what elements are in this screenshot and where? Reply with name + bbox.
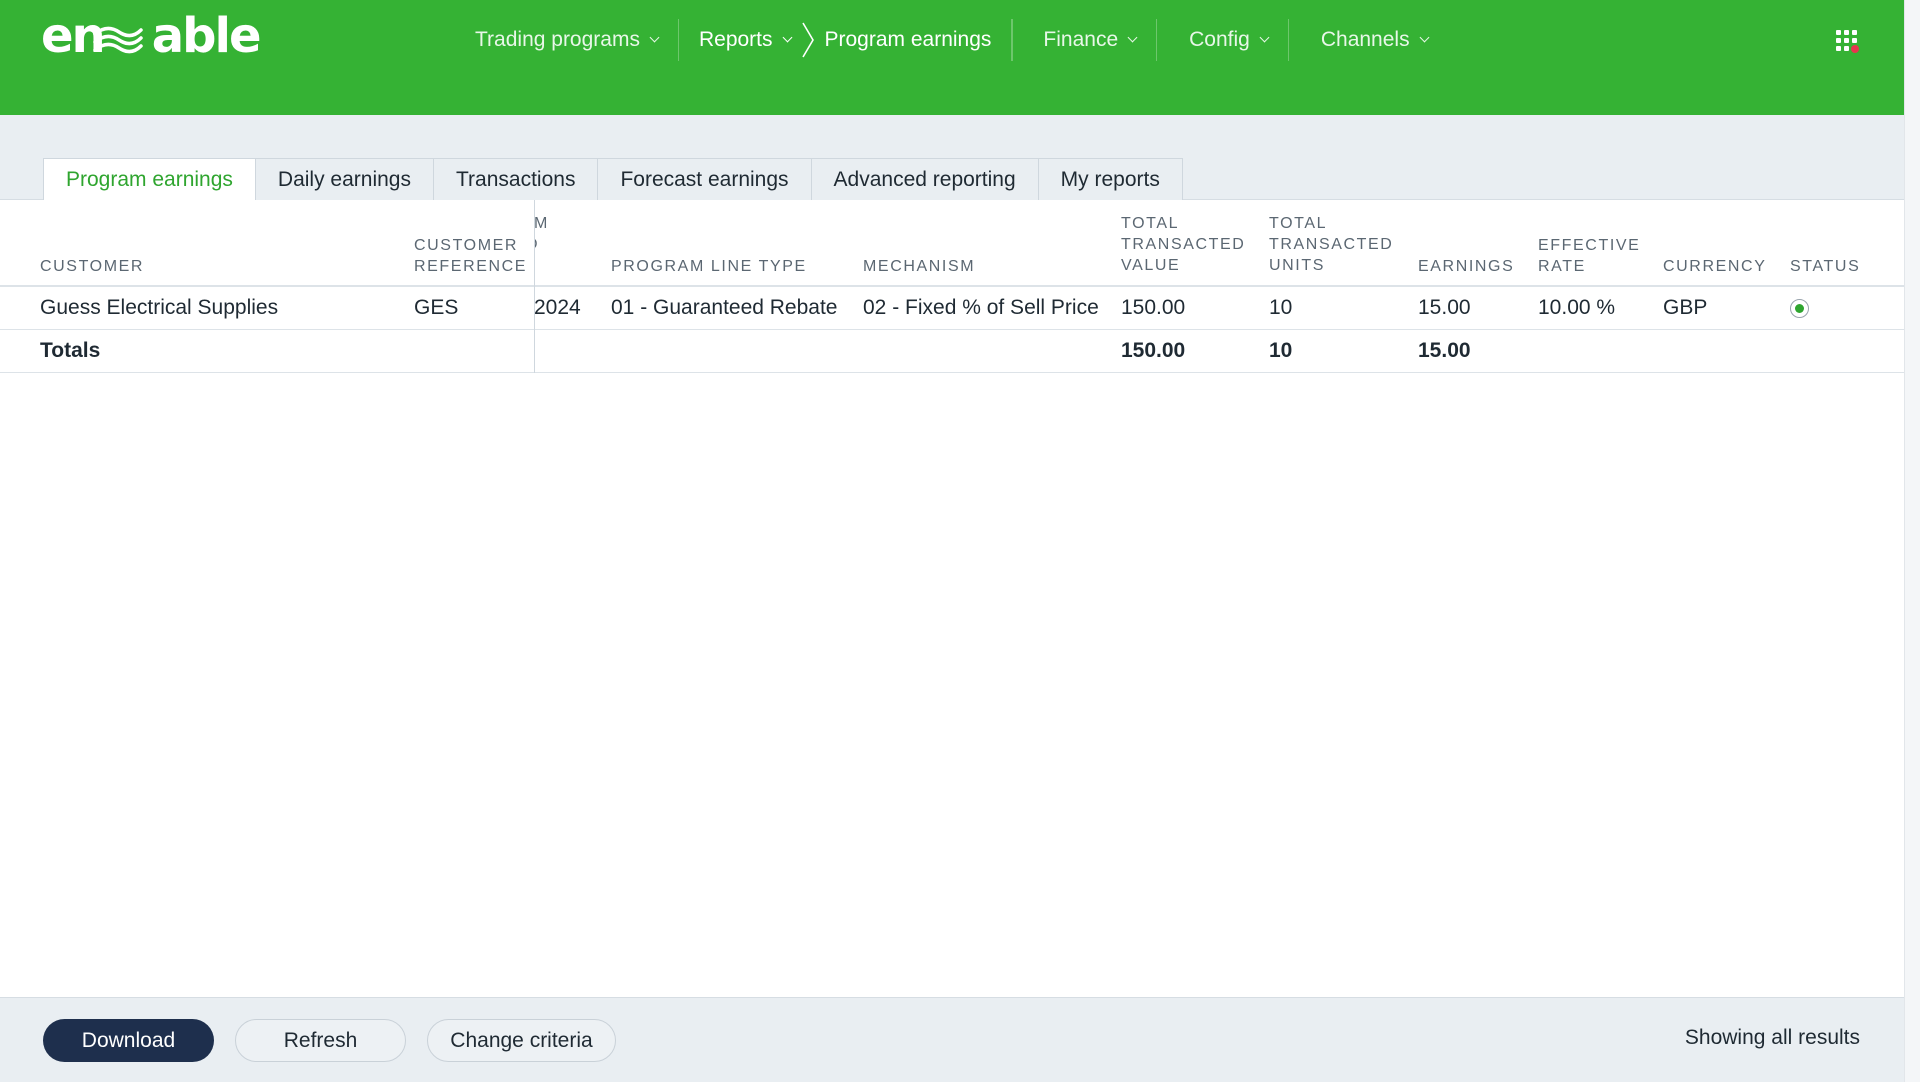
nav-channels[interactable]: Channels <box>1289 19 1448 61</box>
chevron-down-icon <box>1127 32 1138 43</box>
nav-config[interactable]: Config <box>1157 19 1289 61</box>
cell-program-line-type: 01 - Guaranteed Rebate <box>611 296 838 319</box>
change-criteria-button[interactable]: Change criteria <box>427 1019 616 1062</box>
cell-customer: Guess Electrical Supplies <box>40 296 279 319</box>
logo-wordmark-suffix: able <box>151 8 262 64</box>
nav-reports[interactable]: Reports <box>679 19 797 61</box>
column-header-earnings[interactable]: EARNINGS <box>1418 258 1515 275</box>
tab-program-earnings[interactable]: Program earnings <box>43 158 256 201</box>
totals-total-transacted-value: 150.00 <box>1121 339 1186 362</box>
status-active-icon <box>1790 299 1809 318</box>
nav-finance[interactable]: Finance <box>1012 19 1158 61</box>
frozen-column-divider <box>534 200 535 373</box>
tab-transactions[interactable]: Transactions <box>434 158 599 201</box>
cell-total-transacted-units: 10 <box>1269 296 1293 319</box>
nav-label: Config <box>1189 28 1250 51</box>
cell-period: 2024 <box>534 296 581 319</box>
nav-label: Reports <box>698 28 773 51</box>
grid-apps-icon[interactable] <box>1836 30 1859 53</box>
totals-row: Totals 150.00 10 15.00 <box>0 330 1904 373</box>
nav-trading-programs[interactable]: Trading programs <box>455 19 679 61</box>
tab-daily-earnings[interactable]: Daily earnings <box>255 158 434 201</box>
cell-earnings: 15.00 <box>1418 296 1471 319</box>
footer-action-bar: Download Refresh Change criteria Showing… <box>0 997 1904 1082</box>
download-button[interactable]: Download <box>43 1019 214 1062</box>
window-scrollbar[interactable] <box>1904 0 1920 1082</box>
logo-wordmark: en <box>41 8 106 64</box>
breadcrumb-separator-icon <box>797 19 819 61</box>
cell-currency: GBP <box>1663 296 1708 319</box>
chevron-down-icon <box>1419 32 1430 43</box>
column-header-customer[interactable]: CUSTOMER <box>40 258 145 275</box>
column-header-clipped[interactable]: MD <box>534 215 549 253</box>
enable-logo[interactable]: en able <box>41 8 262 64</box>
nav-label: Finance <box>1043 28 1119 51</box>
logo-wave-icon <box>93 26 143 54</box>
top-navigation-bar: en able Trading programs Reports Program… <box>0 0 1904 115</box>
refresh-button[interactable]: Refresh <box>235 1019 406 1062</box>
nav-label: Program earnings <box>824 28 992 51</box>
column-header-status[interactable]: STATUS <box>1790 258 1861 275</box>
tab-advanced-reporting[interactable]: Advanced reporting <box>811 158 1039 201</box>
column-header-total-transacted-value[interactable]: TOTAL TRANSACTED VALUE <box>1121 215 1246 274</box>
totals-label: Totals <box>40 339 101 362</box>
cell-effective-rate: 10.00 % <box>1538 296 1616 319</box>
nav-program-earnings-current[interactable]: Program earnings <box>819 19 1013 61</box>
chevron-down-icon <box>782 32 792 43</box>
chevron-down-icon <box>1259 32 1270 43</box>
cell-customer-reference: GES <box>414 296 459 319</box>
report-tabs: Program earnings Daily earnings Transact… <box>43 158 1183 201</box>
column-header-customer-reference[interactable]: CUSTOMER REFERENCE <box>414 237 528 275</box>
tab-my-reports[interactable]: My reports <box>1038 158 1183 201</box>
main-nav: Trading programs Reports Program earning… <box>455 19 1448 61</box>
chevron-down-icon <box>649 32 660 43</box>
tab-forecast-earnings[interactable]: Forecast earnings <box>598 158 812 201</box>
nav-label: Channels <box>1320 28 1410 51</box>
notification-badge <box>1851 45 1859 53</box>
cell-total-transacted-value: 150.00 <box>1121 296 1186 319</box>
column-header-program-line-type[interactable]: PROGRAM LINE TYPE <box>611 258 807 275</box>
results-summary: Showing all results <box>1684 1026 1860 1049</box>
totals-earnings: 15.00 <box>1418 339 1471 362</box>
column-header-total-transacted-units[interactable]: TOTAL TRANSACTED UNITS <box>1269 215 1394 274</box>
totals-total-transacted-units: 10 <box>1269 339 1293 362</box>
table-row[interactable]: Guess Electrical Supplies GES 2024 01 - … <box>0 287 1904 330</box>
cell-mechanism: 02 - Fixed % of Sell Price <box>863 296 1099 319</box>
column-header-effective-rate[interactable]: EFFECTIVE RATE <box>1538 237 1641 275</box>
report-tab-strip: Program earnings Daily earnings Transact… <box>0 115 1904 201</box>
column-header-mechanism[interactable]: MECHANISM <box>863 258 976 275</box>
nav-label: Trading programs <box>475 28 640 51</box>
column-header-currency[interactable]: CURRENCY <box>1663 258 1767 275</box>
